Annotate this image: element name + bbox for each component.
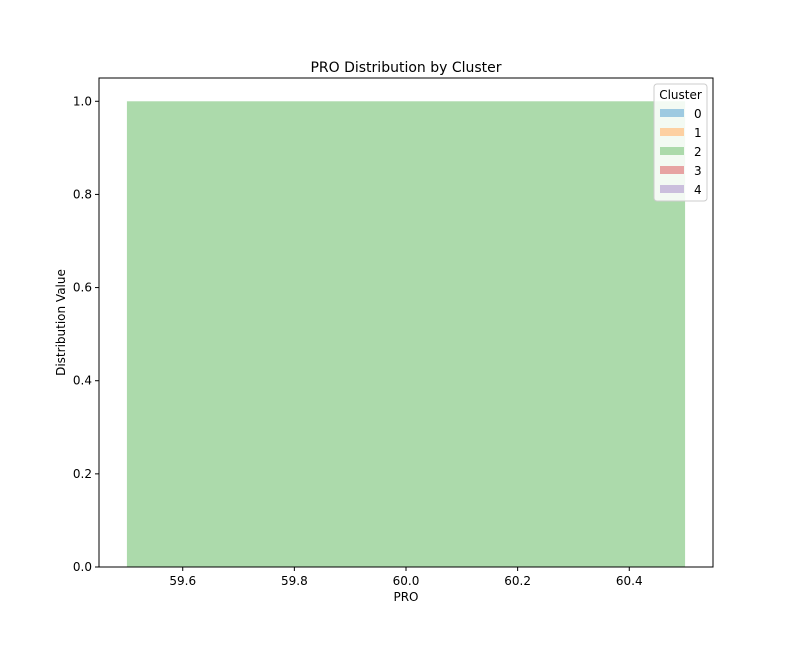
y-tick-label: 0.4 [73,374,92,388]
x-axis-label: PRO [393,590,418,604]
y-tick-label: 0.0 [73,560,92,574]
chart-title: PRO Distribution by Cluster [310,60,501,76]
y-tick-label: 0.8 [73,187,92,201]
legend-swatch-cluster-1 [660,128,684,136]
legend-title: Cluster [659,88,702,102]
legend-swatch-cluster-3 [660,166,684,174]
plot-area: 59.6 59.8 60.0 60.2 60.4 0.0 0.2 0.4 0.6 0.8 1.0 [73,77,714,588]
legend-label-cluster-2: 2 [694,145,702,159]
legend-label-cluster-1: 1 [694,126,702,140]
legend-label-cluster-4: 4 [694,183,702,197]
legend-swatch-cluster-4 [660,185,684,193]
y-axis-ticks: 0.0 0.2 0.4 0.6 0.8 1.0 [73,94,99,574]
legend-label-cluster-3: 3 [694,164,702,178]
legend-swatch-cluster-2 [660,147,684,155]
bar-cluster-2 [126,101,686,568]
legend: Cluster 0 1 2 3 4 [653,83,708,202]
x-tick-label: 60.2 [504,574,531,588]
legend-swatch-cluster-0 [660,109,684,117]
y-axis-label: Distribution Value [54,269,68,376]
x-tick-label: 59.8 [281,574,308,588]
y-tick-label: 0.2 [73,467,92,481]
x-tick-label: 60.0 [393,574,420,588]
x-tick-label: 59.6 [169,574,196,588]
x-tick-label: 60.4 [616,574,643,588]
bars-group [126,101,686,568]
y-tick-label: 1.0 [73,94,92,108]
x-axis-ticks: 59.6 59.8 60.0 60.2 60.4 [169,567,643,588]
legend-entries: 0 1 2 3 4 [660,107,702,197]
y-tick-label: 0.6 [73,281,92,295]
legend-label-cluster-0: 0 [694,107,702,121]
